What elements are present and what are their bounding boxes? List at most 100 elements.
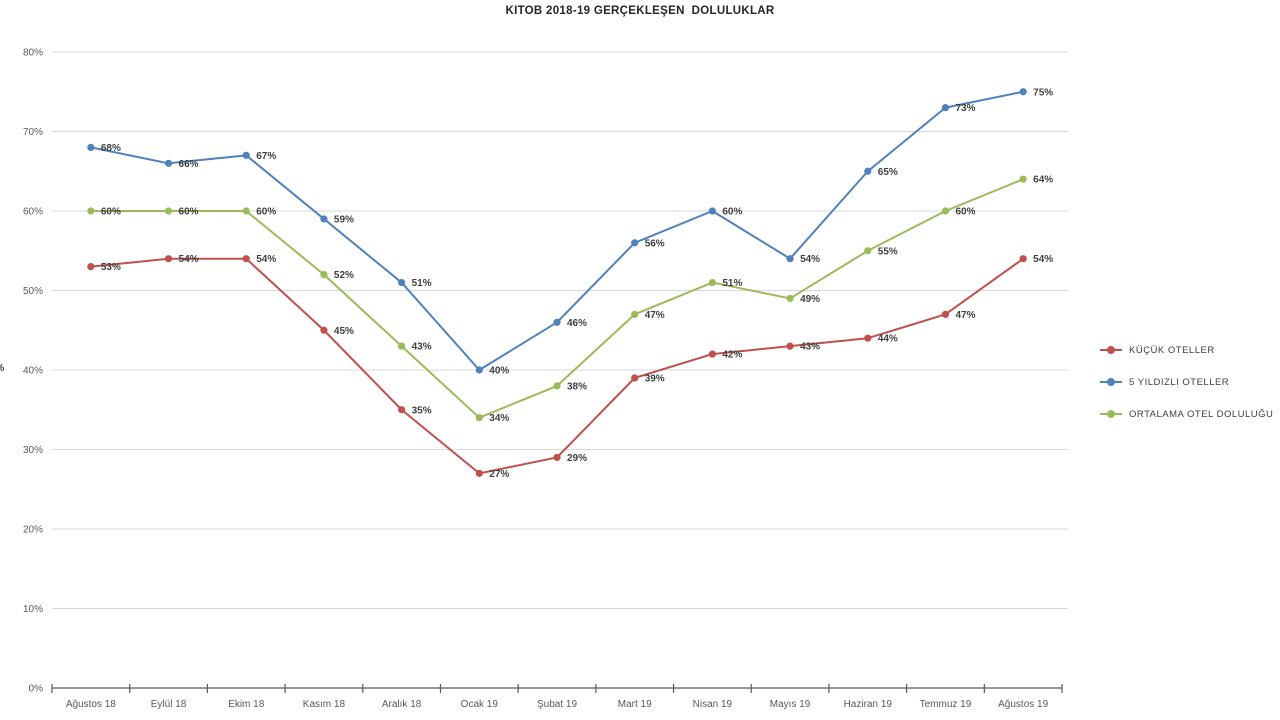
data-point-marker <box>1019 88 1027 96</box>
data-label: 43% <box>412 342 432 353</box>
data-label: 47% <box>955 310 975 321</box>
data-point-marker <box>475 366 483 374</box>
data-label: 67% <box>256 151 276 162</box>
data-label: 60% <box>256 207 276 218</box>
data-label: 29% <box>567 453 587 464</box>
legend-item-3: ORTALAMA OTEL DOLULUĞU <box>1100 398 1273 430</box>
data-point-marker <box>941 104 950 112</box>
chart-title: KITOB 2018-19 GERÇEKLEŞEN DOLULUKLAR <box>505 5 775 17</box>
data-point-marker <box>242 207 250 215</box>
x-axis-tick-label: Nisan 19 <box>693 699 733 710</box>
data-point-marker <box>941 310 950 318</box>
data-point-marker <box>475 469 483 477</box>
data-label: 27% <box>489 469 509 480</box>
x-axis-tick-label: Aralık 18 <box>382 699 422 710</box>
legend-line-marker-icon <box>1100 410 1122 419</box>
data-label: 43% <box>800 342 820 353</box>
data-label: 35% <box>412 405 432 416</box>
data-point-marker <box>864 247 872 255</box>
legend-line-marker-icon <box>1100 378 1122 387</box>
y-axis-title-fragment: % <box>0 362 4 374</box>
series-line-3 <box>89 178 1025 419</box>
data-point-marker <box>320 215 328 223</box>
data-label: 39% <box>645 373 665 384</box>
x-axis-tick-label: Ağustos 19 <box>998 699 1048 710</box>
data-point-marker <box>631 374 639 382</box>
data-point-marker <box>786 294 794 303</box>
data-point-marker <box>553 382 561 390</box>
data-label: 34% <box>489 413 509 424</box>
data-label: 53% <box>101 262 121 273</box>
data-label: 60% <box>955 207 975 218</box>
data-label: 60% <box>722 207 742 218</box>
data-point-marker <box>242 151 250 159</box>
data-label: 56% <box>645 238 665 249</box>
legend-label: 5 YILDIZLI OTELLER <box>1129 376 1230 388</box>
x-axis-tick-label: Şubat 19 <box>537 699 577 710</box>
data-label: 54% <box>179 254 199 265</box>
data-label: 44% <box>878 334 898 345</box>
data-label: 49% <box>800 294 820 305</box>
data-point-marker <box>475 414 483 422</box>
data-label: 64% <box>1033 175 1053 186</box>
x-axis-tick-label: Ocak 19 <box>461 699 499 710</box>
data-point-marker <box>708 207 716 215</box>
legend-item-2: 5 YILDIZLI OTELLER <box>1100 366 1273 398</box>
data-point-marker <box>164 255 173 263</box>
x-axis-tick-label: Temmuz 19 <box>920 699 972 710</box>
data-label: 47% <box>645 310 665 321</box>
x-axis-tick-label: Mart 19 <box>618 699 652 710</box>
data-point-marker <box>864 334 872 342</box>
data-point-marker <box>1019 255 1027 263</box>
y-axis-tick-label: 60% <box>23 207 43 218</box>
data-label: 54% <box>800 254 820 265</box>
y-axis-tick-label: 0% <box>29 684 44 695</box>
data-label: 54% <box>1033 254 1053 265</box>
data-point-marker <box>864 167 872 175</box>
data-point-marker <box>398 342 406 350</box>
data-point-marker <box>631 239 639 247</box>
y-axis-tick-label: 40% <box>23 366 43 377</box>
y-axis-tick-label: 70% <box>23 127 43 138</box>
data-label: 38% <box>567 381 587 392</box>
data-label: 65% <box>878 167 898 178</box>
data-point-marker <box>708 350 716 358</box>
x-axis-tick-label: Ekim 18 <box>228 699 265 710</box>
data-point-marker <box>553 453 561 462</box>
data-point-marker <box>164 159 173 167</box>
data-point-marker <box>398 406 406 414</box>
data-label: 60% <box>101 207 121 218</box>
x-axis-tick-label: Eylül 18 <box>151 699 187 710</box>
data-point-marker <box>320 271 328 279</box>
data-point-marker <box>1019 175 1027 183</box>
data-label: 46% <box>567 318 587 329</box>
data-label: 42% <box>722 350 742 361</box>
data-point-marker <box>786 255 794 263</box>
data-point-marker <box>242 255 250 263</box>
data-point-marker <box>631 310 639 318</box>
data-point-marker <box>87 143 95 151</box>
data-point-marker <box>786 342 794 350</box>
data-point-marker <box>941 207 950 215</box>
x-axis-tick-label: Mayıs 19 <box>770 699 811 710</box>
legend-label: KÜÇÜK OTELLER <box>1129 344 1215 356</box>
data-point-marker <box>87 263 95 271</box>
data-label: 51% <box>412 278 432 289</box>
legend-item-1: KÜÇÜK OTELLER <box>1100 334 1273 366</box>
data-point-marker <box>87 207 95 215</box>
data-label: 51% <box>722 278 742 289</box>
data-point-marker <box>553 318 561 326</box>
data-label: 54% <box>256 254 276 265</box>
data-label: 55% <box>878 246 898 257</box>
data-point-marker <box>708 278 716 287</box>
data-label: 73% <box>955 103 975 114</box>
data-label: 52% <box>334 270 354 281</box>
y-axis-tick-label: 20% <box>23 525 43 536</box>
legend-line-marker-icon <box>1100 346 1122 355</box>
x-axis-tick-label: Ağustos 18 <box>66 699 116 710</box>
legend: KÜÇÜK OTELLER 5 YILDIZLI OTELLER ORTALAMA … <box>1100 334 1273 430</box>
data-label: 59% <box>334 214 354 225</box>
data-point-marker <box>320 326 328 334</box>
data-label: 75% <box>1033 87 1053 98</box>
